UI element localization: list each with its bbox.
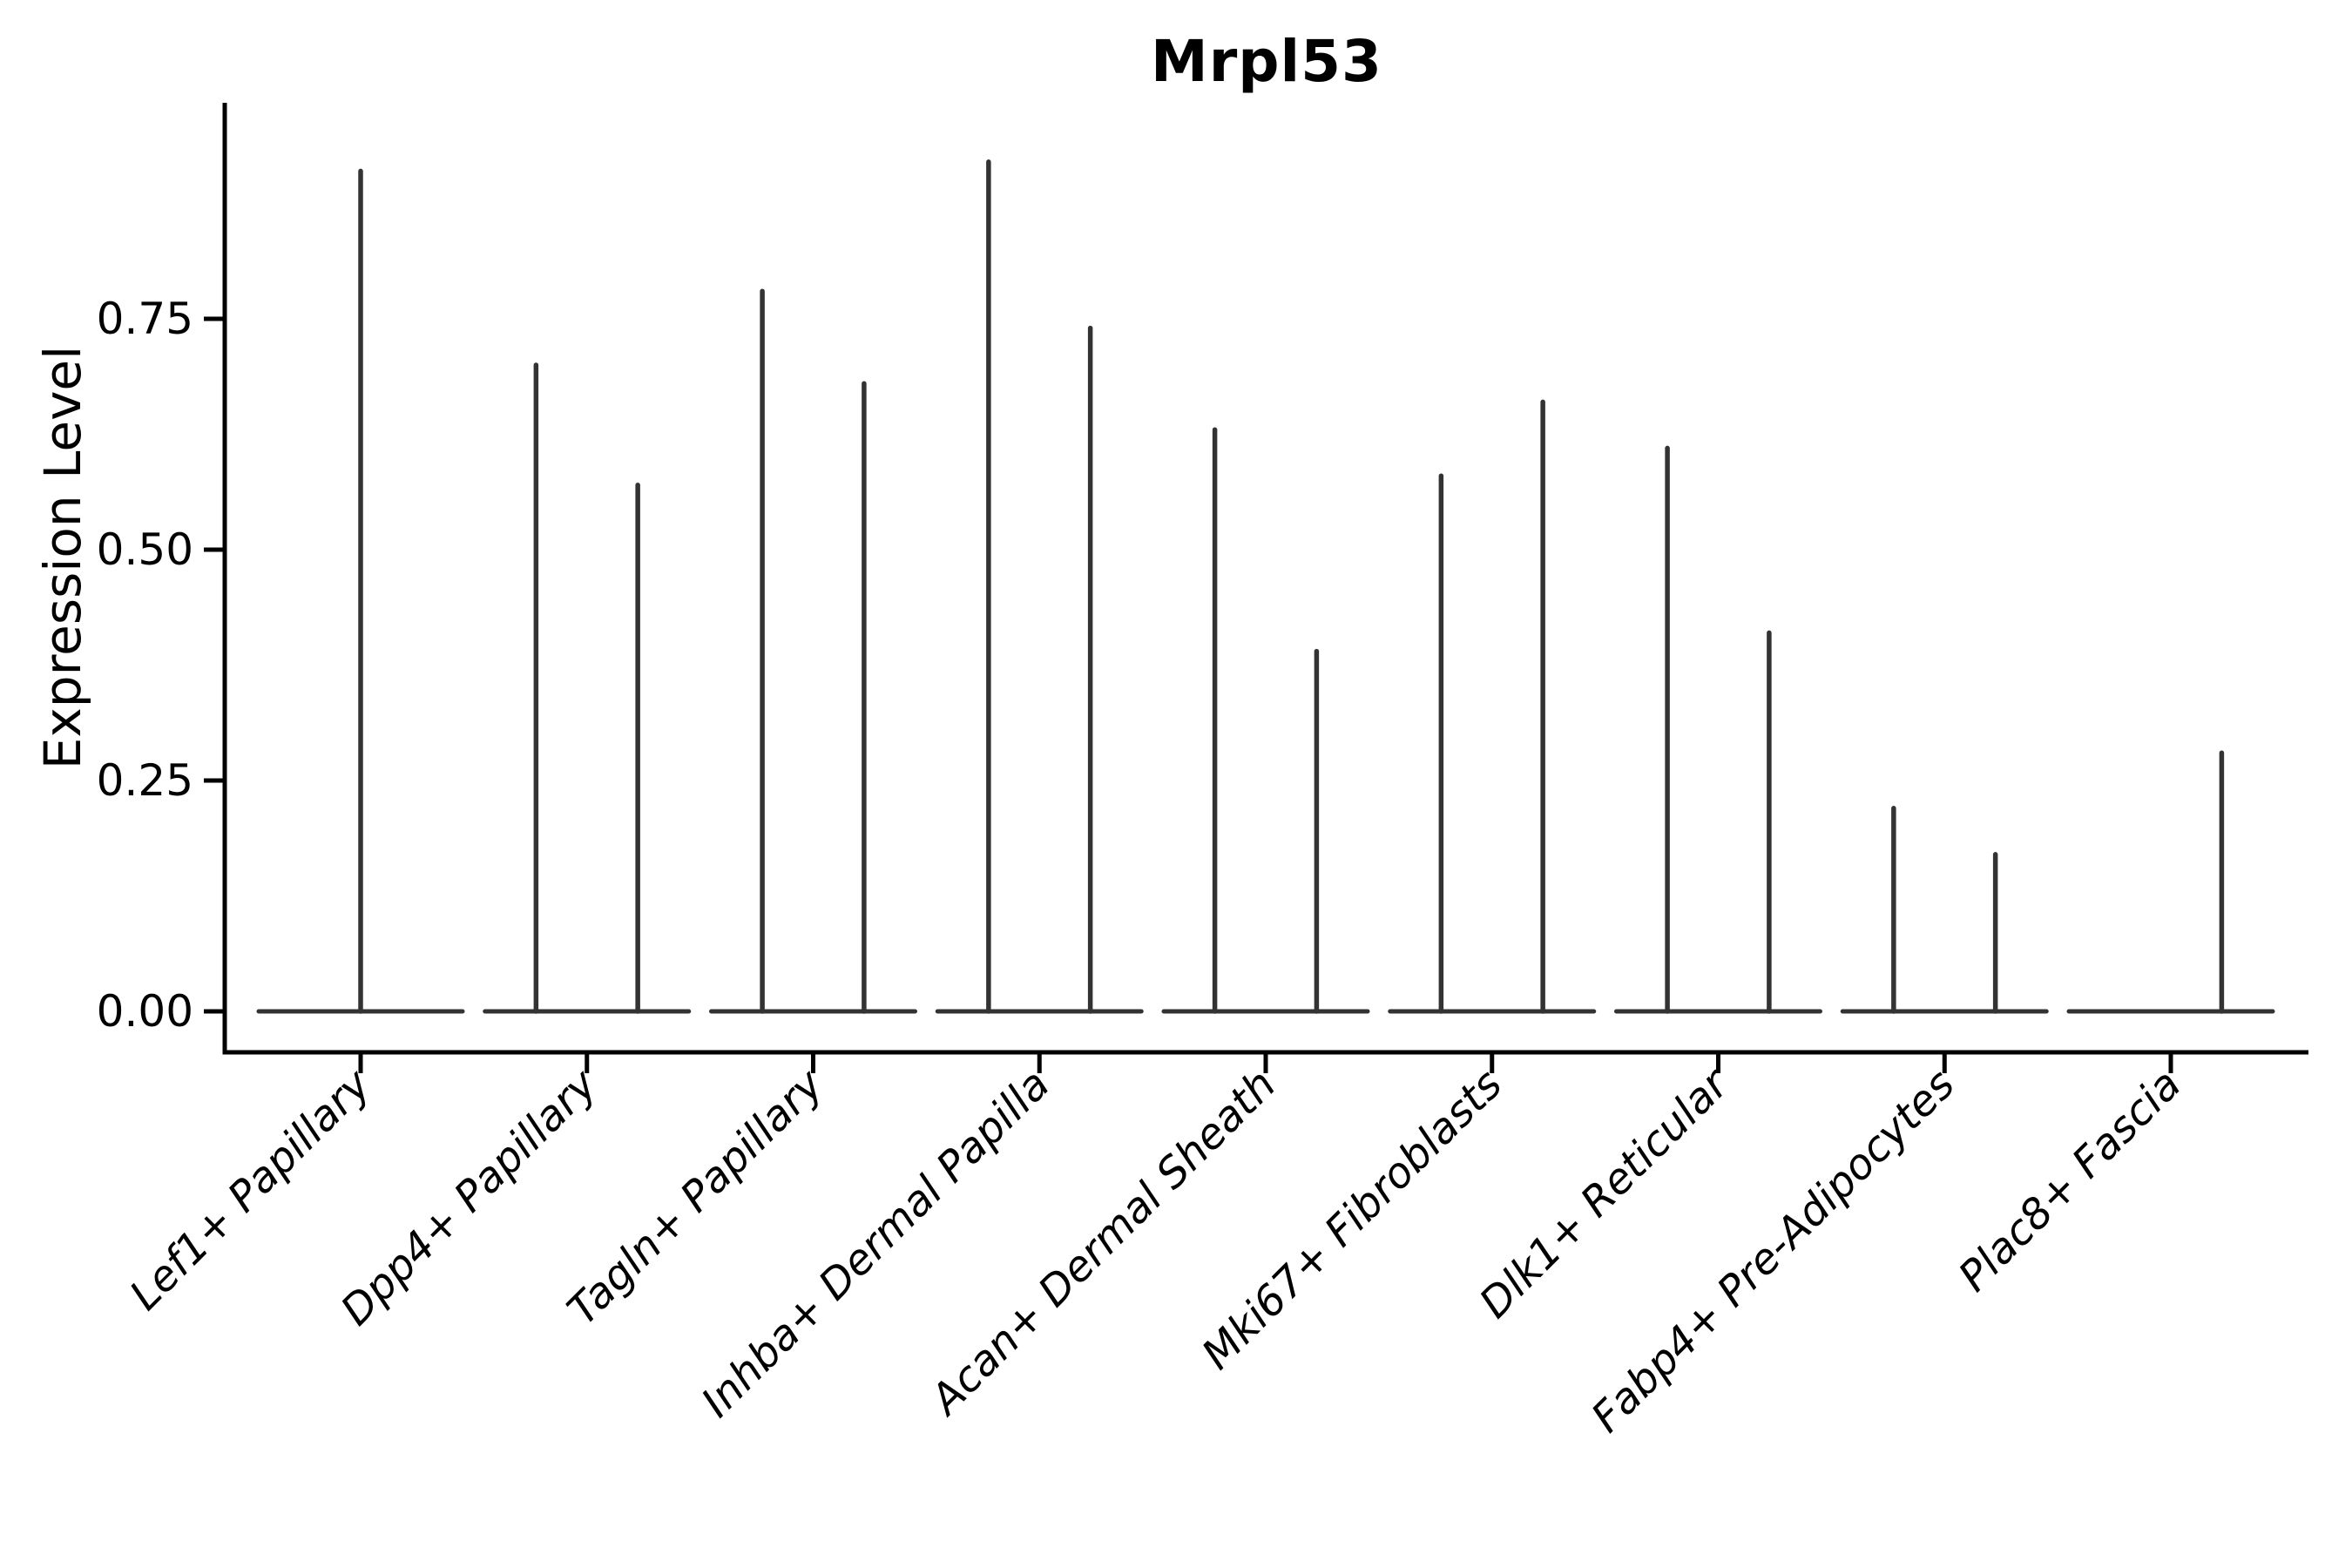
x-category-label: Fabp4+ Pre-Adipocytes [1582,1060,1964,1443]
chart-title: Mrpl53 [1151,28,1382,95]
x-category-label: Dlk1+ Reticular [1470,1058,1740,1328]
x-category-label: Lef1+ Papillary [120,1059,381,1320]
y-tick-label: 0.25 [97,755,193,806]
x-category-label: Plac8+ Fascia [1950,1060,2191,1301]
y-tick-label: 0.50 [97,524,193,575]
y-tick-label: 0.75 [97,294,193,344]
y-tick-label: 0.00 [97,986,193,1037]
